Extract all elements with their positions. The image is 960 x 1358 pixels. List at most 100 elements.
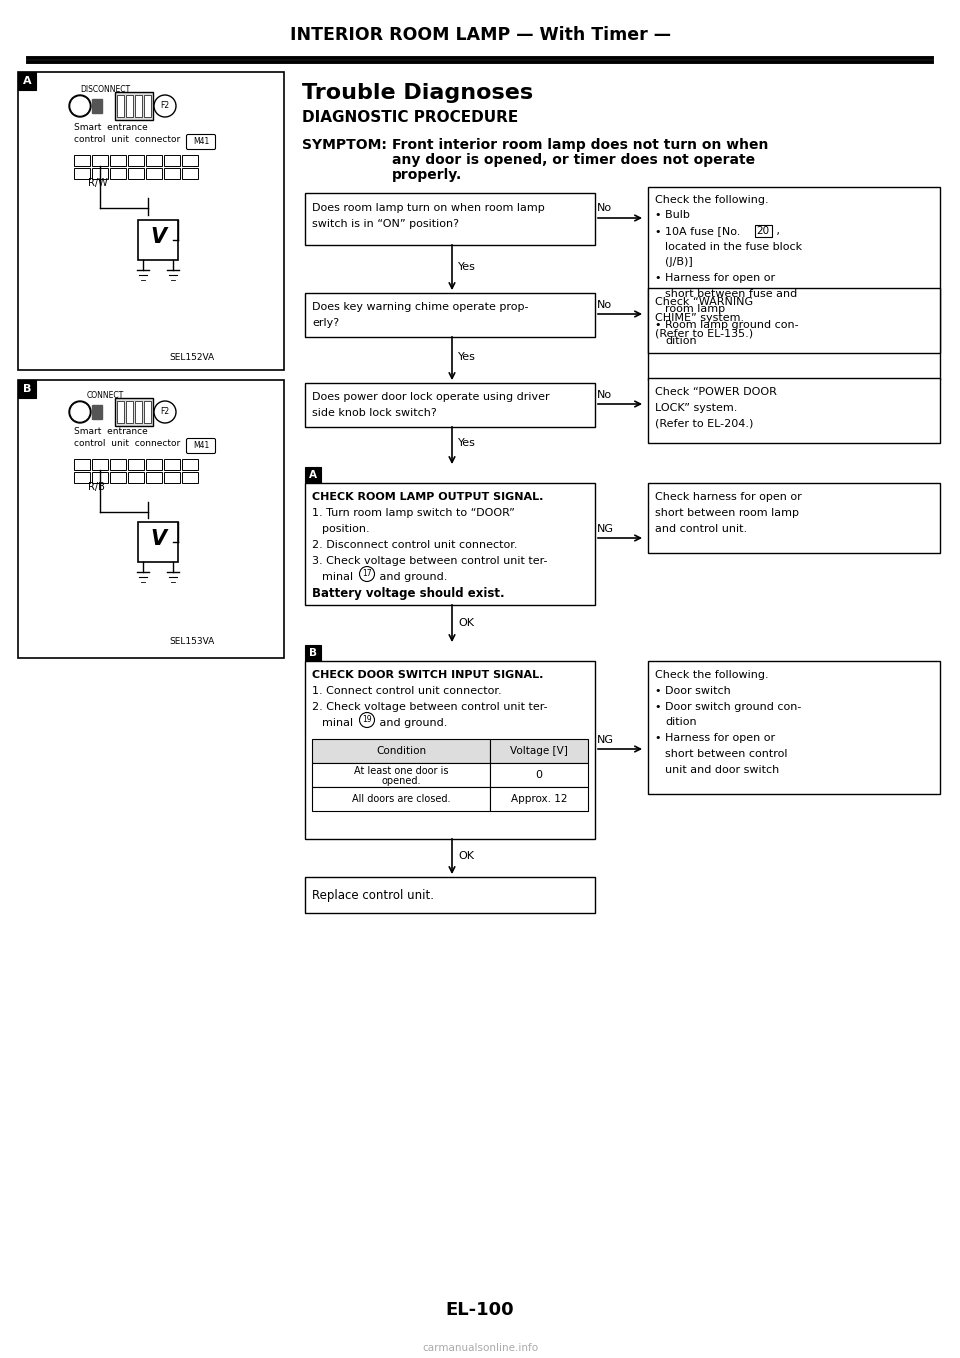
Text: minal: minal [322,718,356,728]
Text: NG: NG [597,735,614,746]
Text: Yes: Yes [458,439,476,448]
FancyBboxPatch shape [186,134,215,149]
FancyArrow shape [92,405,102,420]
Bar [182,168,198,179]
Text: dition: dition [665,335,697,346]
Bar [305,483,595,606]
Text: H.S.: H.S. [73,410,87,414]
Bar [117,401,124,422]
Text: Front interior room lamp does not turn on when: Front interior room lamp does not turn o… [392,139,768,152]
Text: Smart  entrance: Smart entrance [74,428,148,436]
Text: All doors are closed.: All doors are closed. [351,794,450,804]
Text: ,: , [773,225,780,236]
FancyArrow shape [92,99,102,113]
Text: 17: 17 [362,569,372,579]
Circle shape [154,401,176,422]
Bar [312,763,490,788]
Text: minal: minal [322,572,356,583]
Text: M41: M41 [193,441,209,451]
Bar [648,483,940,553]
Text: room lamp: room lamp [665,304,725,314]
Text: R/W: R/W [88,178,108,187]
Text: any door is opened, or timer does not operate: any door is opened, or timer does not op… [392,153,756,167]
Bar [74,473,90,483]
Text: Condition: Condition [376,746,426,756]
Text: M41: M41 [193,137,209,147]
Circle shape [71,403,89,421]
Bar [648,661,940,794]
Bar [128,168,144,179]
Circle shape [71,96,89,115]
Text: dition: dition [665,717,697,727]
Bar [144,95,151,117]
Bar [115,92,153,120]
Bar [182,473,198,483]
Bar [92,168,108,179]
Bar [135,95,142,117]
Bar [110,473,126,483]
Text: LOCK” system.: LOCK” system. [655,403,737,413]
Text: control  unit  connector: control unit connector [74,136,180,144]
Text: Check the following.: Check the following. [655,196,769,205]
Text: 1. Connect control unit connector.: 1. Connect control unit connector. [312,686,502,697]
Bar [144,401,151,422]
Bar [126,95,133,117]
Bar [110,168,126,179]
Text: SEL153VA: SEL153VA [170,637,215,646]
Text: CHECK DOOR SWITCH INPUT SIGNAL.: CHECK DOOR SWITCH INPUT SIGNAL. [312,669,543,680]
Text: B: B [309,648,317,659]
Bar [146,459,162,470]
Text: 19: 19 [362,716,372,725]
Text: (J/B)]: (J/B)] [665,257,693,268]
Text: switch is in “ON” position?: switch is in “ON” position? [312,219,459,230]
Text: Replace control unit.: Replace control unit. [312,888,434,902]
Text: V: V [150,530,166,549]
Text: Yes: Yes [458,262,476,272]
Text: 1. Turn room lamp switch to “DOOR”: 1. Turn room lamp switch to “DOOR” [312,508,515,517]
Bar [18,380,36,398]
Text: V: V [150,227,166,247]
Bar [74,459,90,470]
Bar [305,383,595,426]
Text: F2: F2 [160,102,170,110]
Text: Voltage [V]: Voltage [V] [510,746,568,756]
Text: properly.: properly. [392,168,463,182]
Text: located in the fuse block: located in the fuse block [665,242,803,253]
Bar [128,155,144,166]
Circle shape [69,401,91,422]
Text: Check the following.: Check the following. [655,669,769,680]
Bar [146,155,162,166]
Bar [312,739,490,763]
Text: Yes: Yes [458,352,476,363]
Text: CHECK ROOM LAMP OUTPUT SIGNAL.: CHECK ROOM LAMP OUTPUT SIGNAL. [312,492,543,502]
Bar [305,467,321,483]
Text: No: No [597,202,612,213]
Text: Does key warning chime operate prop-: Does key warning chime operate prop- [312,301,529,312]
Bar [164,459,180,470]
Bar [18,72,284,369]
Text: short between fuse and: short between fuse and [665,289,797,299]
Bar [490,788,588,811]
Text: Does power door lock operate using driver: Does power door lock operate using drive… [312,392,550,402]
Bar [648,187,940,380]
Text: No: No [597,300,612,310]
Bar [312,788,490,811]
Bar [115,398,153,426]
Text: No: No [597,390,612,401]
Text: short between room lamp: short between room lamp [655,508,799,517]
Text: F2: F2 [160,407,170,417]
Text: CHIME” system.: CHIME” system. [655,312,744,323]
Bar [490,763,588,788]
Text: 2. Check voltage between control unit ter-: 2. Check voltage between control unit te… [312,702,547,712]
Text: opened.: opened. [381,775,420,786]
Text: R/B: R/B [88,482,105,492]
Text: erly?: erly? [312,318,339,329]
Bar [305,661,595,839]
Bar [138,220,178,259]
Text: Check “POWER DOOR: Check “POWER DOOR [655,387,777,397]
Text: DIAGNOSTIC PROCEDURE: DIAGNOSTIC PROCEDURE [302,110,518,125]
Text: DISCONNECT: DISCONNECT [80,86,130,95]
Text: SYMPTOM:: SYMPTOM: [302,139,387,152]
Text: B: B [23,384,31,394]
Text: A: A [309,470,317,479]
